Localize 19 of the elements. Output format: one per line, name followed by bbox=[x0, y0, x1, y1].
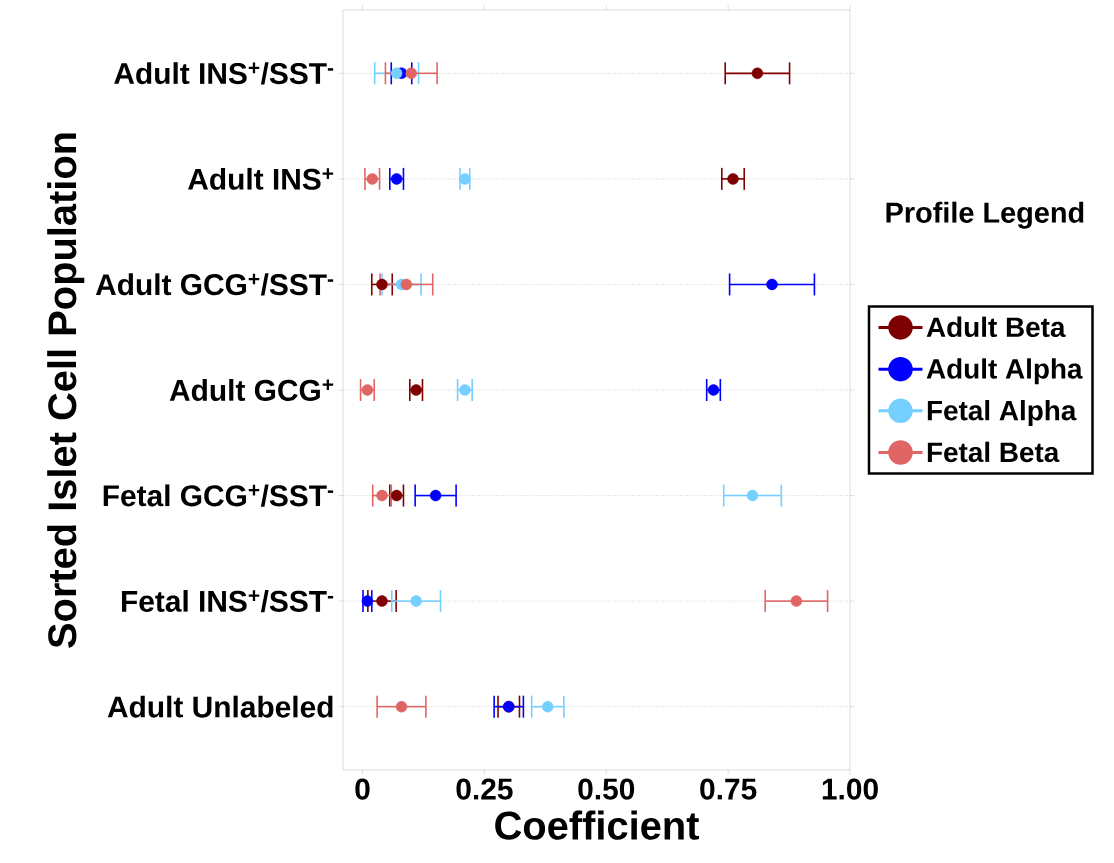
x-tick-label: 0 bbox=[355, 778, 370, 800]
y-tick-label: Adult INS$^{+}$/SST$^{-}$ bbox=[114, 62, 334, 85]
legend-label: Fetal Beta bbox=[927, 441, 1060, 463]
legend-label: Fetal Alpha bbox=[927, 400, 1077, 426]
y-axis-title: Sorted Islet Cell Population bbox=[47, 133, 85, 648]
legend-title: Profile Legend bbox=[886, 201, 1084, 229]
y-tick-label: Adult GCG$^{+}$/SST$^{-}$ bbox=[95, 273, 334, 296]
legend-label: Adult Alpha bbox=[926, 358, 1083, 385]
x-tick-label: 1.00 bbox=[822, 778, 878, 800]
legend-label: Adult Beta bbox=[926, 316, 1066, 338]
y-tick-label: Adult INS$^{+}$ bbox=[188, 167, 334, 190]
x-tick-label: 0.75 bbox=[700, 778, 757, 800]
y-tick-label: Adult GCG$^{+}$ bbox=[169, 379, 334, 401]
y-tick-label: Adult Unlabeled bbox=[107, 695, 333, 718]
x-axis-title: Coefficient bbox=[495, 810, 699, 840]
y-tick-label: Fetal INS$^{+}$/SST$^{-}$ bbox=[121, 589, 334, 613]
x-tick-label: 0.50 bbox=[578, 778, 635, 800]
y-tick-label: Fetal GCG$^{+}$/SST$^{-}$ bbox=[103, 484, 334, 507]
x-tick-label: 0.25 bbox=[456, 778, 513, 800]
